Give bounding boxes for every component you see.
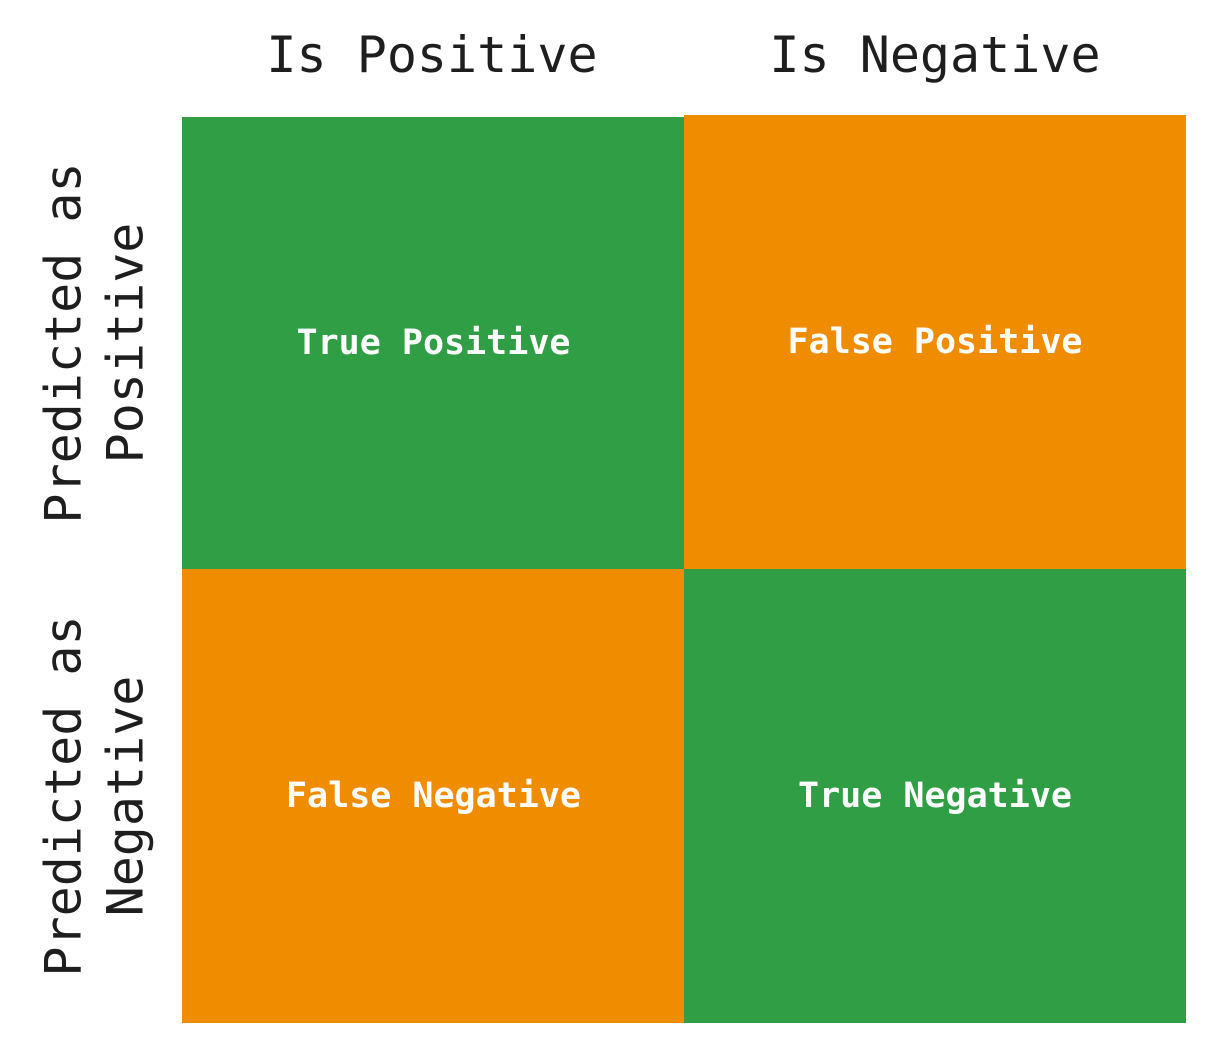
cell-false-positive: False Positive: [684, 115, 1186, 569]
column-header-is-positive: Is Positive: [266, 26, 598, 84]
cell-true-positive: True Positive: [182, 117, 685, 569]
cell-true-negative: True Negative: [684, 569, 1186, 1023]
cell-label: False Positive: [787, 322, 1083, 362]
cell-label: True Positive: [296, 323, 571, 363]
row-header-predicted-negative: Predicted as Negative: [20, 569, 170, 1023]
row-header-line: Negative: [97, 675, 156, 917]
row-header-line: Positive: [97, 222, 156, 464]
row-header-line: Predicted as: [35, 615, 94, 977]
cell-false-negative: False Negative: [182, 569, 685, 1023]
row-header-line: Predicted as: [35, 162, 94, 524]
cell-label: True Negative: [798, 776, 1072, 816]
cell-label: False Negative: [285, 776, 581, 816]
row-header-predicted-positive: Predicted as Positive: [20, 117, 170, 569]
column-header-is-negative: Is Negative: [769, 26, 1101, 84]
